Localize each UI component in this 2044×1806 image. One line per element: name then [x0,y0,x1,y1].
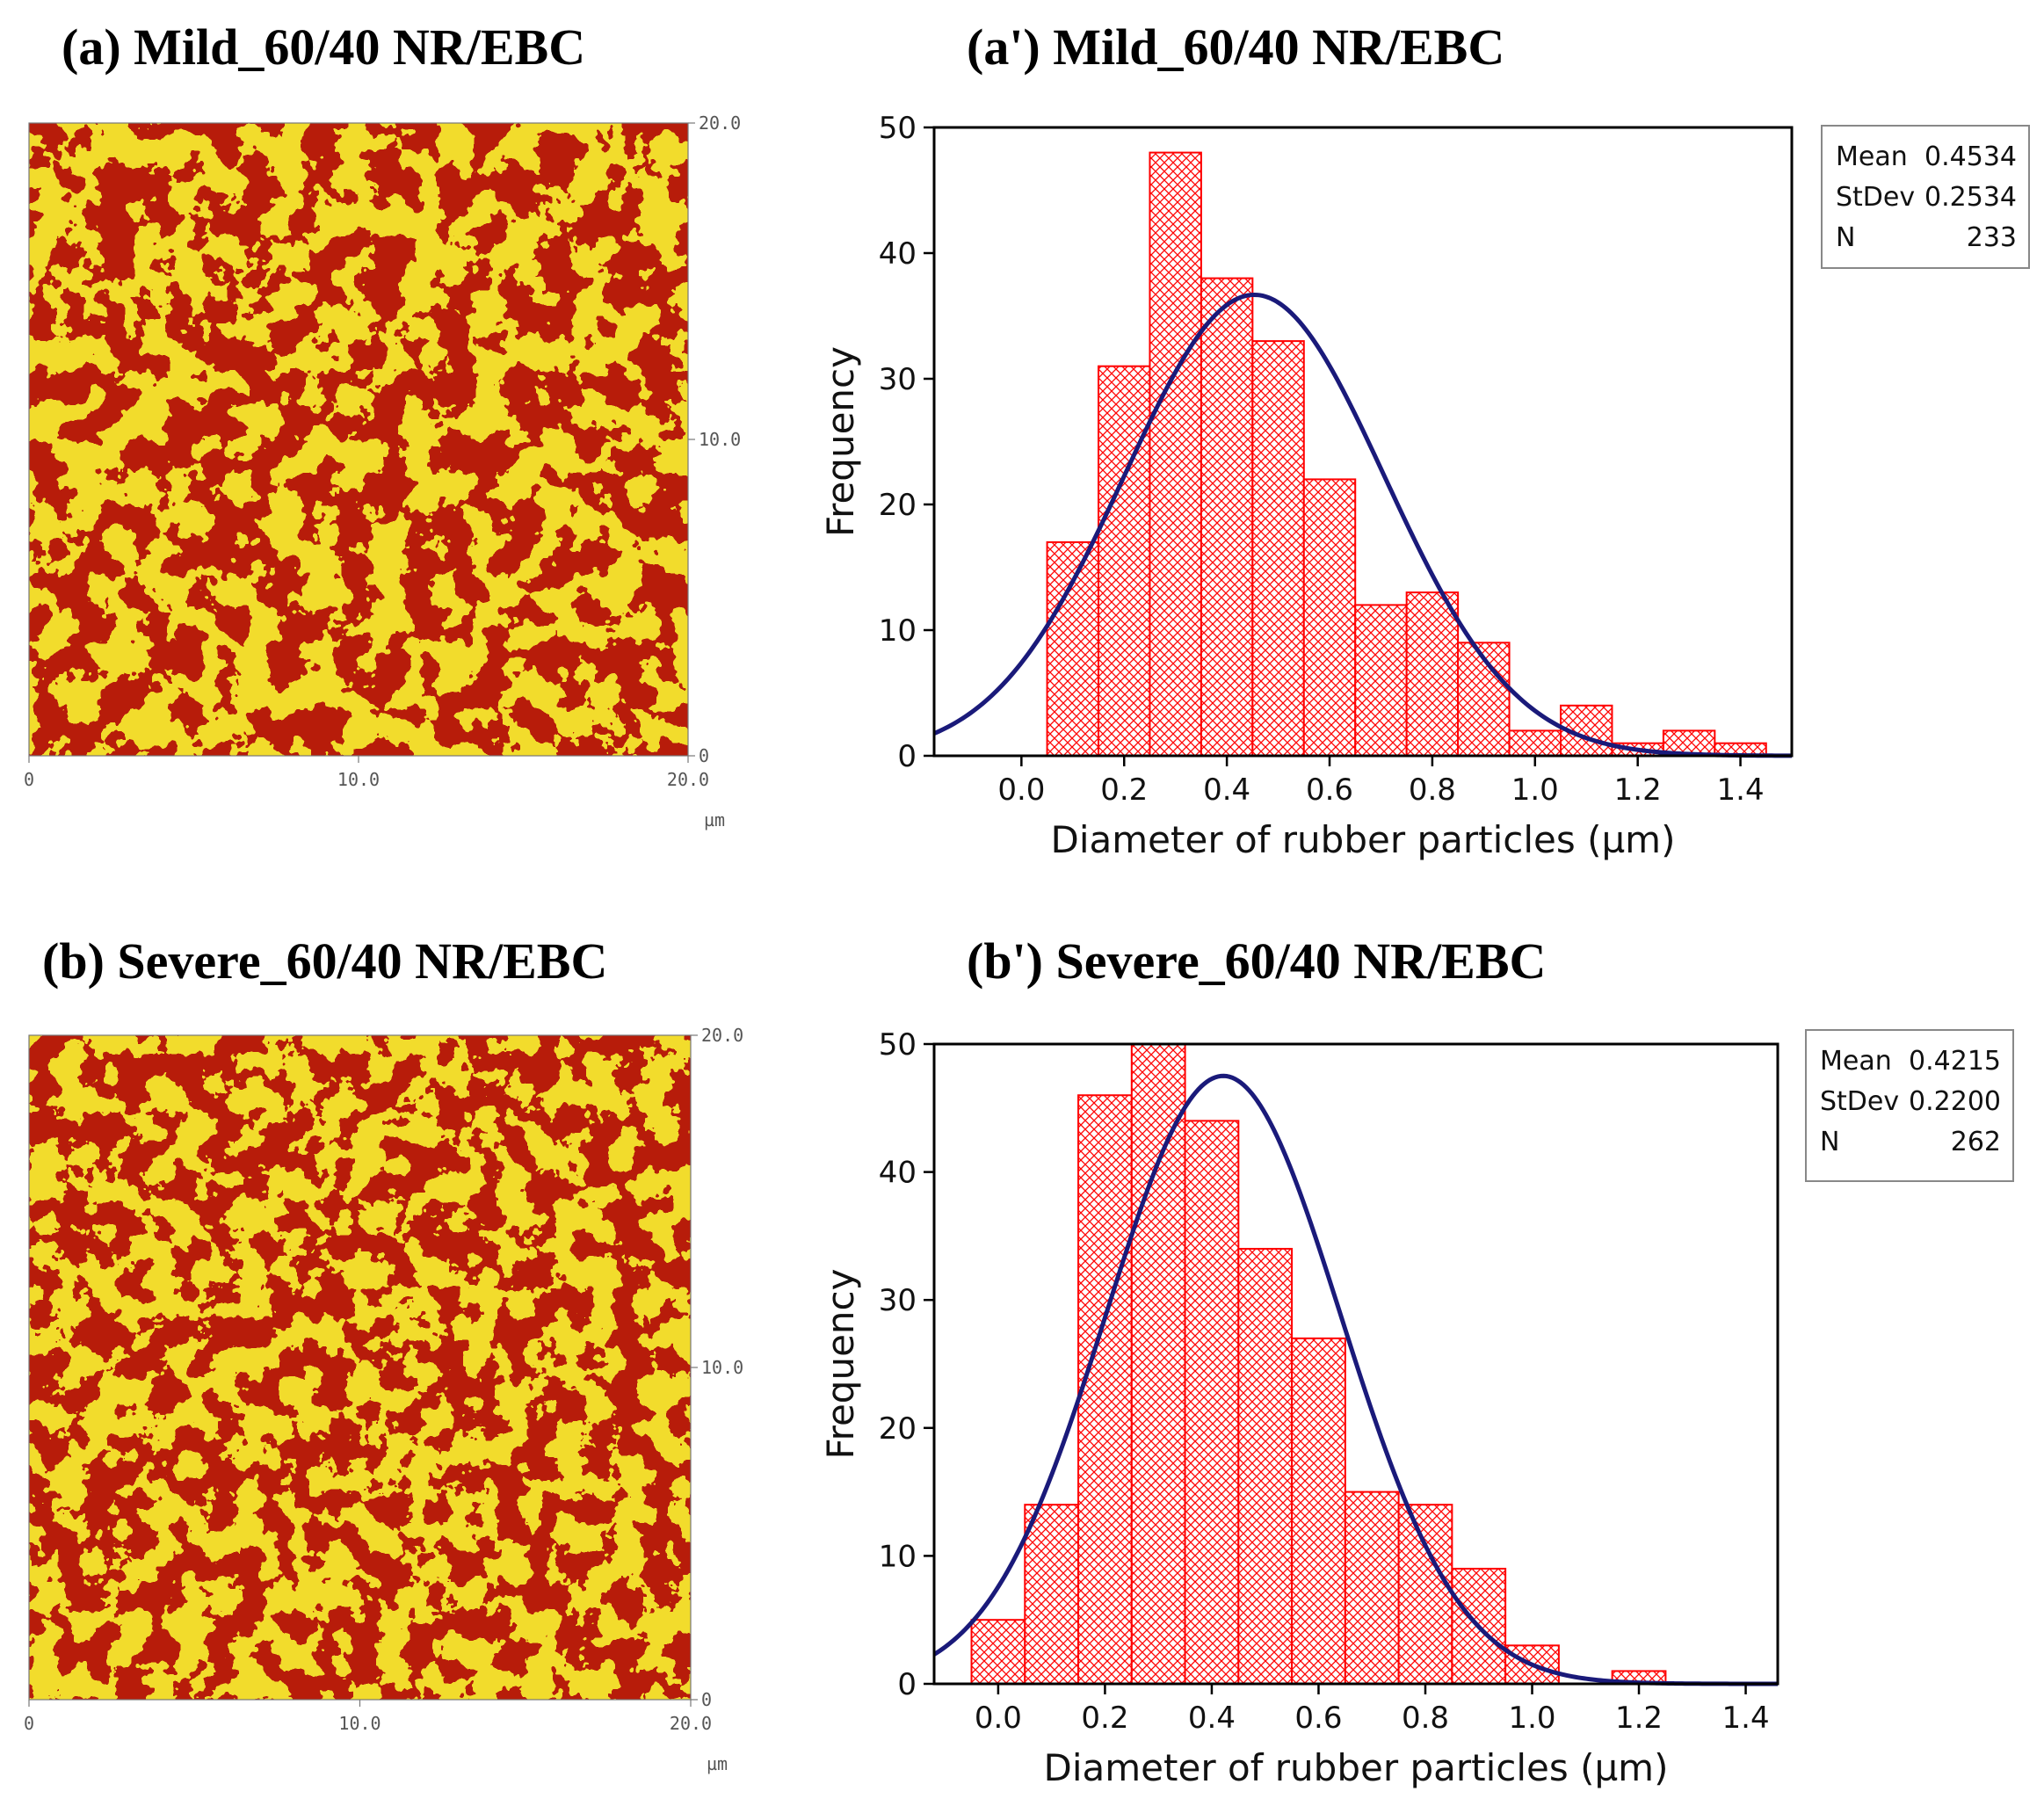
stat-value: 262 [1951,1127,2001,1157]
x-tick-label: 1.0 [1511,772,1559,808]
afm-x-tick-label: 20.0 [670,1713,712,1734]
panel-title-a-prime: (a') Mild_60/40 NR/EBC [967,18,1505,76]
histogram-bar [1184,1120,1240,1685]
x-tick-label: 0.0 [975,1701,1022,1736]
plot-frame [932,1042,1779,1686]
histogram-bar [1508,729,1562,758]
histogram-bar [1024,1504,1080,1686]
histogram-bar [1130,1043,1186,1685]
x-axis-label: Diameter of rubber particles (µm) [1051,818,1676,861]
afm-y-tick-label: 20.0 [701,1025,743,1046]
stats-legend-frame [1821,125,2030,269]
x-tick-label: 1.4 [1717,772,1765,808]
afm-y-tick-label: 20.0 [699,112,741,134]
stat-value: 0.2200 [1909,1086,2001,1117]
histogram-bar [1046,540,1100,758]
y-tick-label: 40 [879,1156,917,1191]
x-axis-label: Diameter of rubber particles (µm) [1044,1746,1669,1789]
histogram-bar [1077,1094,1133,1685]
afm-x-tick-label: 10.0 [337,769,380,790]
normal-fit-curve [933,292,1793,758]
afm-phase-map [29,1035,691,1700]
stat-name: StDev [1836,182,1915,213]
x-tick-label: 0.2 [1100,772,1148,808]
x-tick-label: 0.4 [1203,772,1250,808]
afm-image-a: 0 10.0 20.0 0 10.0 20.0 µm [24,112,741,830]
stat-name: StDev [1820,1086,1899,1117]
x-tick-label: 0.8 [1409,772,1456,808]
stat-name: Mean [1820,1046,1892,1077]
stats-legend: Mean 0.4215 StDev 0.2200 N 262 [1805,1029,2014,1182]
y-tick-label: 20 [879,488,917,523]
stat-value: 0.4534 [1924,141,2017,172]
y-tick-label: 10 [879,613,917,649]
histogram-bar [1149,151,1202,758]
x-tick-label: 0.0 [997,772,1045,808]
x-tick-label: 1.4 [1722,1701,1770,1736]
afm-y-tick-label: 0 [699,745,709,766]
panel-title-b: (b) Severe_60/40 NR/EBC [42,932,608,990]
y-tick-label: 0 [897,739,917,774]
x-tick-label: 0.8 [1402,1701,1449,1736]
panel-title-a: (a) Mild_60/40 NR/EBC [62,18,586,76]
y-tick-label: 30 [879,1283,917,1318]
y-tick-label: 0 [897,1667,917,1702]
y-axis-label: Frequency [819,346,862,537]
x-tick-label: 0.6 [1294,1701,1342,1736]
afm-x-tick-label: 20.0 [667,769,709,790]
stat-value: 0.4215 [1909,1046,2001,1077]
histogram-bar [1405,591,1460,757]
afm-x-tick-label: 10.0 [338,1713,381,1734]
afm-x-tick-label: 0 [24,1713,34,1734]
panel-title-b-prime: (b') Severe_60/40 NR/EBC [967,932,1547,990]
x-tick-label: 1.2 [1615,1701,1663,1736]
y-tick-label: 10 [879,1539,917,1574]
histogram-bar [1397,1504,1453,1686]
histogram-bar [970,1619,1026,1685]
afm-y-tick-label: 10.0 [699,429,741,450]
histogram-bar [1251,340,1305,757]
afm-phase-map [29,123,688,756]
stats-legend-frame [1805,1029,2014,1182]
y-tick-label: 50 [879,111,917,146]
histogram-b-prime: 0.0 0.2 0.4 0.6 0.8 1.0 1.2 1.4 0 10 20 30 40 50 Diame… [819,1027,2014,1789]
stat-value: 0.2534 [1924,182,2017,213]
afm-unit-label: µm [704,809,725,830]
histogram-bar [1291,1337,1346,1685]
x-tick-label: 1.0 [1508,1701,1555,1736]
stat-name: Mean [1836,141,1908,172]
stat-value: 233 [1967,222,2017,253]
y-tick-label: 40 [879,236,917,272]
histogram-a-prime: 0.0 0.2 0.4 0.6 0.8 1.0 1.2 1.4 0 10 20 30 40 50 Diame… [819,111,2030,861]
histogram-bar [1200,277,1254,758]
y-tick-label: 30 [879,362,917,397]
stats-legend: Mean 0.4534 StDev 0.2534 N 233 [1821,125,2030,269]
histogram-bar [1302,478,1357,758]
histogram-bar [1237,1247,1294,1685]
histogram-bar [1354,604,1408,758]
afm-y-tick-label: 10.0 [701,1357,743,1378]
histogram-bar [1098,365,1151,757]
afm-unit-label: µm [707,1753,728,1774]
stat-name: N [1820,1127,1839,1157]
histogram-bar [1344,1490,1400,1685]
x-tick-label: 1.2 [1614,772,1662,808]
x-tick-label: 0.4 [1188,1701,1236,1736]
afm-x-tick-label: 0 [24,769,34,790]
x-tick-label: 0.6 [1306,772,1353,808]
plot-frame [932,126,1794,758]
afm-y-tick-label: 0 [701,1689,712,1710]
y-tick-label: 50 [879,1027,917,1063]
y-tick-label: 20 [879,1411,917,1447]
y-axis-label: Frequency [819,1269,862,1460]
x-tick-label: 0.2 [1081,1701,1128,1736]
afm-image-b: 0 10.0 20.0 0 10.0 20.0 µm [24,1025,743,1774]
stat-name: N [1836,222,1855,253]
